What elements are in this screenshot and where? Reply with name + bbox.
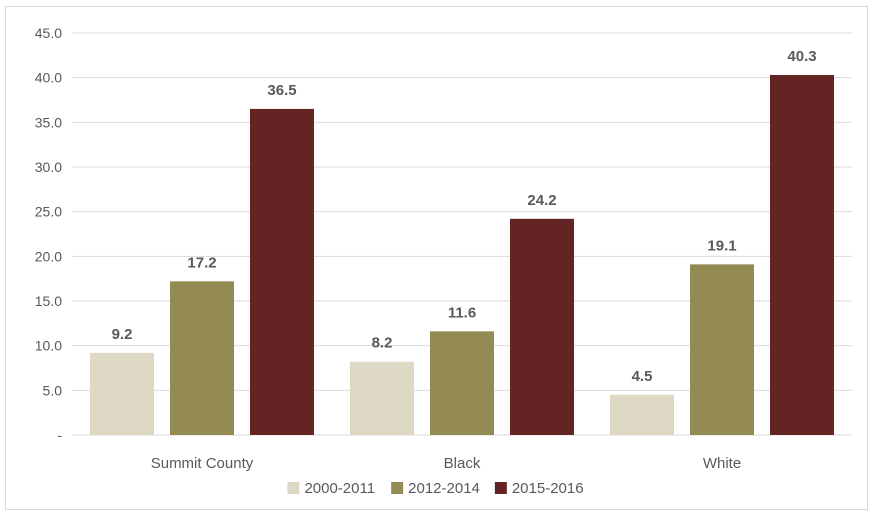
x-category-label: Summit County <box>151 455 254 472</box>
y-tick-label: 45.0 <box>35 25 62 41</box>
legend-label: 2012-2014 <box>408 480 480 497</box>
x-category-label: White <box>703 455 741 472</box>
y-tick-label: 25.0 <box>35 204 62 220</box>
y-tick-label: 30.0 <box>35 159 62 175</box>
bar <box>350 361 414 435</box>
y-tick-label: 20.0 <box>35 248 62 264</box>
data-label: 36.5 <box>267 82 296 99</box>
y-tick-label: 5.0 <box>43 382 63 398</box>
bar <box>430 331 494 435</box>
y-tick-label: 15.0 <box>35 293 62 309</box>
y-tick-label: 35.0 <box>35 114 62 130</box>
bar <box>690 264 754 435</box>
bar <box>770 74 834 435</box>
data-label: 19.1 <box>707 237 736 254</box>
y-tick-label: 40.0 <box>35 70 62 86</box>
data-label: 8.2 <box>372 335 393 352</box>
data-label: 24.2 <box>527 192 556 209</box>
legend-label: 2000-2011 <box>304 480 375 497</box>
bar <box>250 108 314 435</box>
y-tick-label: - <box>57 427 62 443</box>
x-category-label: Black <box>444 455 481 472</box>
data-label: 40.3 <box>787 48 816 65</box>
data-label: 9.2 <box>112 326 133 343</box>
bar <box>610 394 674 435</box>
legend-label: 2015-2016 <box>512 480 584 497</box>
data-label: 17.2 <box>187 254 216 271</box>
bar <box>170 281 234 435</box>
bar <box>90 352 154 435</box>
legend-swatch <box>391 482 404 494</box>
y-tick-label: 10.0 <box>35 338 62 354</box>
legend-swatch <box>287 482 300 494</box>
data-label: 4.5 <box>632 368 653 385</box>
bar <box>510 218 574 435</box>
data-label: 11.6 <box>448 304 476 321</box>
legend-swatch <box>494 482 507 494</box>
